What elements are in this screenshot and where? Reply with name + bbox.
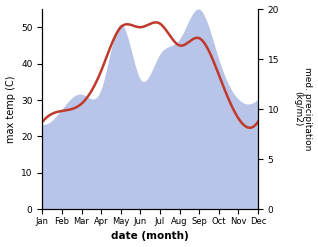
Y-axis label: med. precipitation
(kg/m2): med. precipitation (kg/m2) [293,67,313,151]
Y-axis label: max temp (C): max temp (C) [5,75,16,143]
X-axis label: date (month): date (month) [111,231,189,242]
